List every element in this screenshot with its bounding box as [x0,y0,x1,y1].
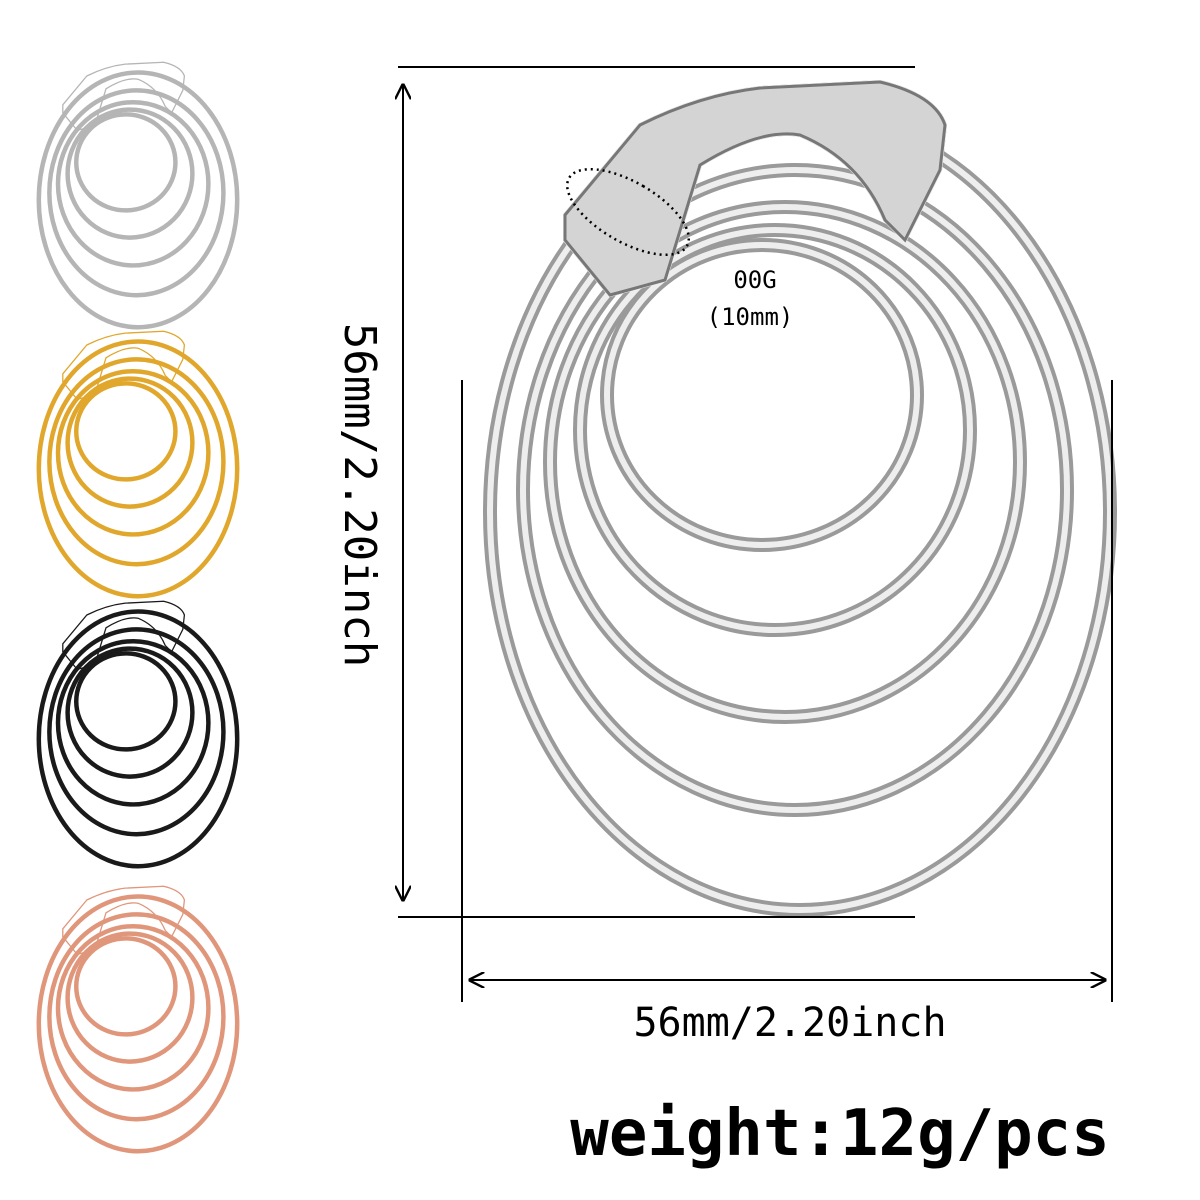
dimension-lines [398,66,1113,1002]
variant-silver [39,62,237,327]
gauge-label: 00G [733,266,776,294]
weight-label: weight:12g/pcs [570,1097,1109,1171]
main-ring [490,82,1110,910]
variant-gold [39,331,237,596]
variant-black [39,601,237,866]
width-label: 56mm/2.20inch [633,1000,946,1046]
variant-rose-gold [39,886,237,1151]
gauge-size-label: (10mm) [707,303,794,331]
gauge-indicator [565,167,691,257]
height-label: 56mm/2.20inch [334,323,385,667]
